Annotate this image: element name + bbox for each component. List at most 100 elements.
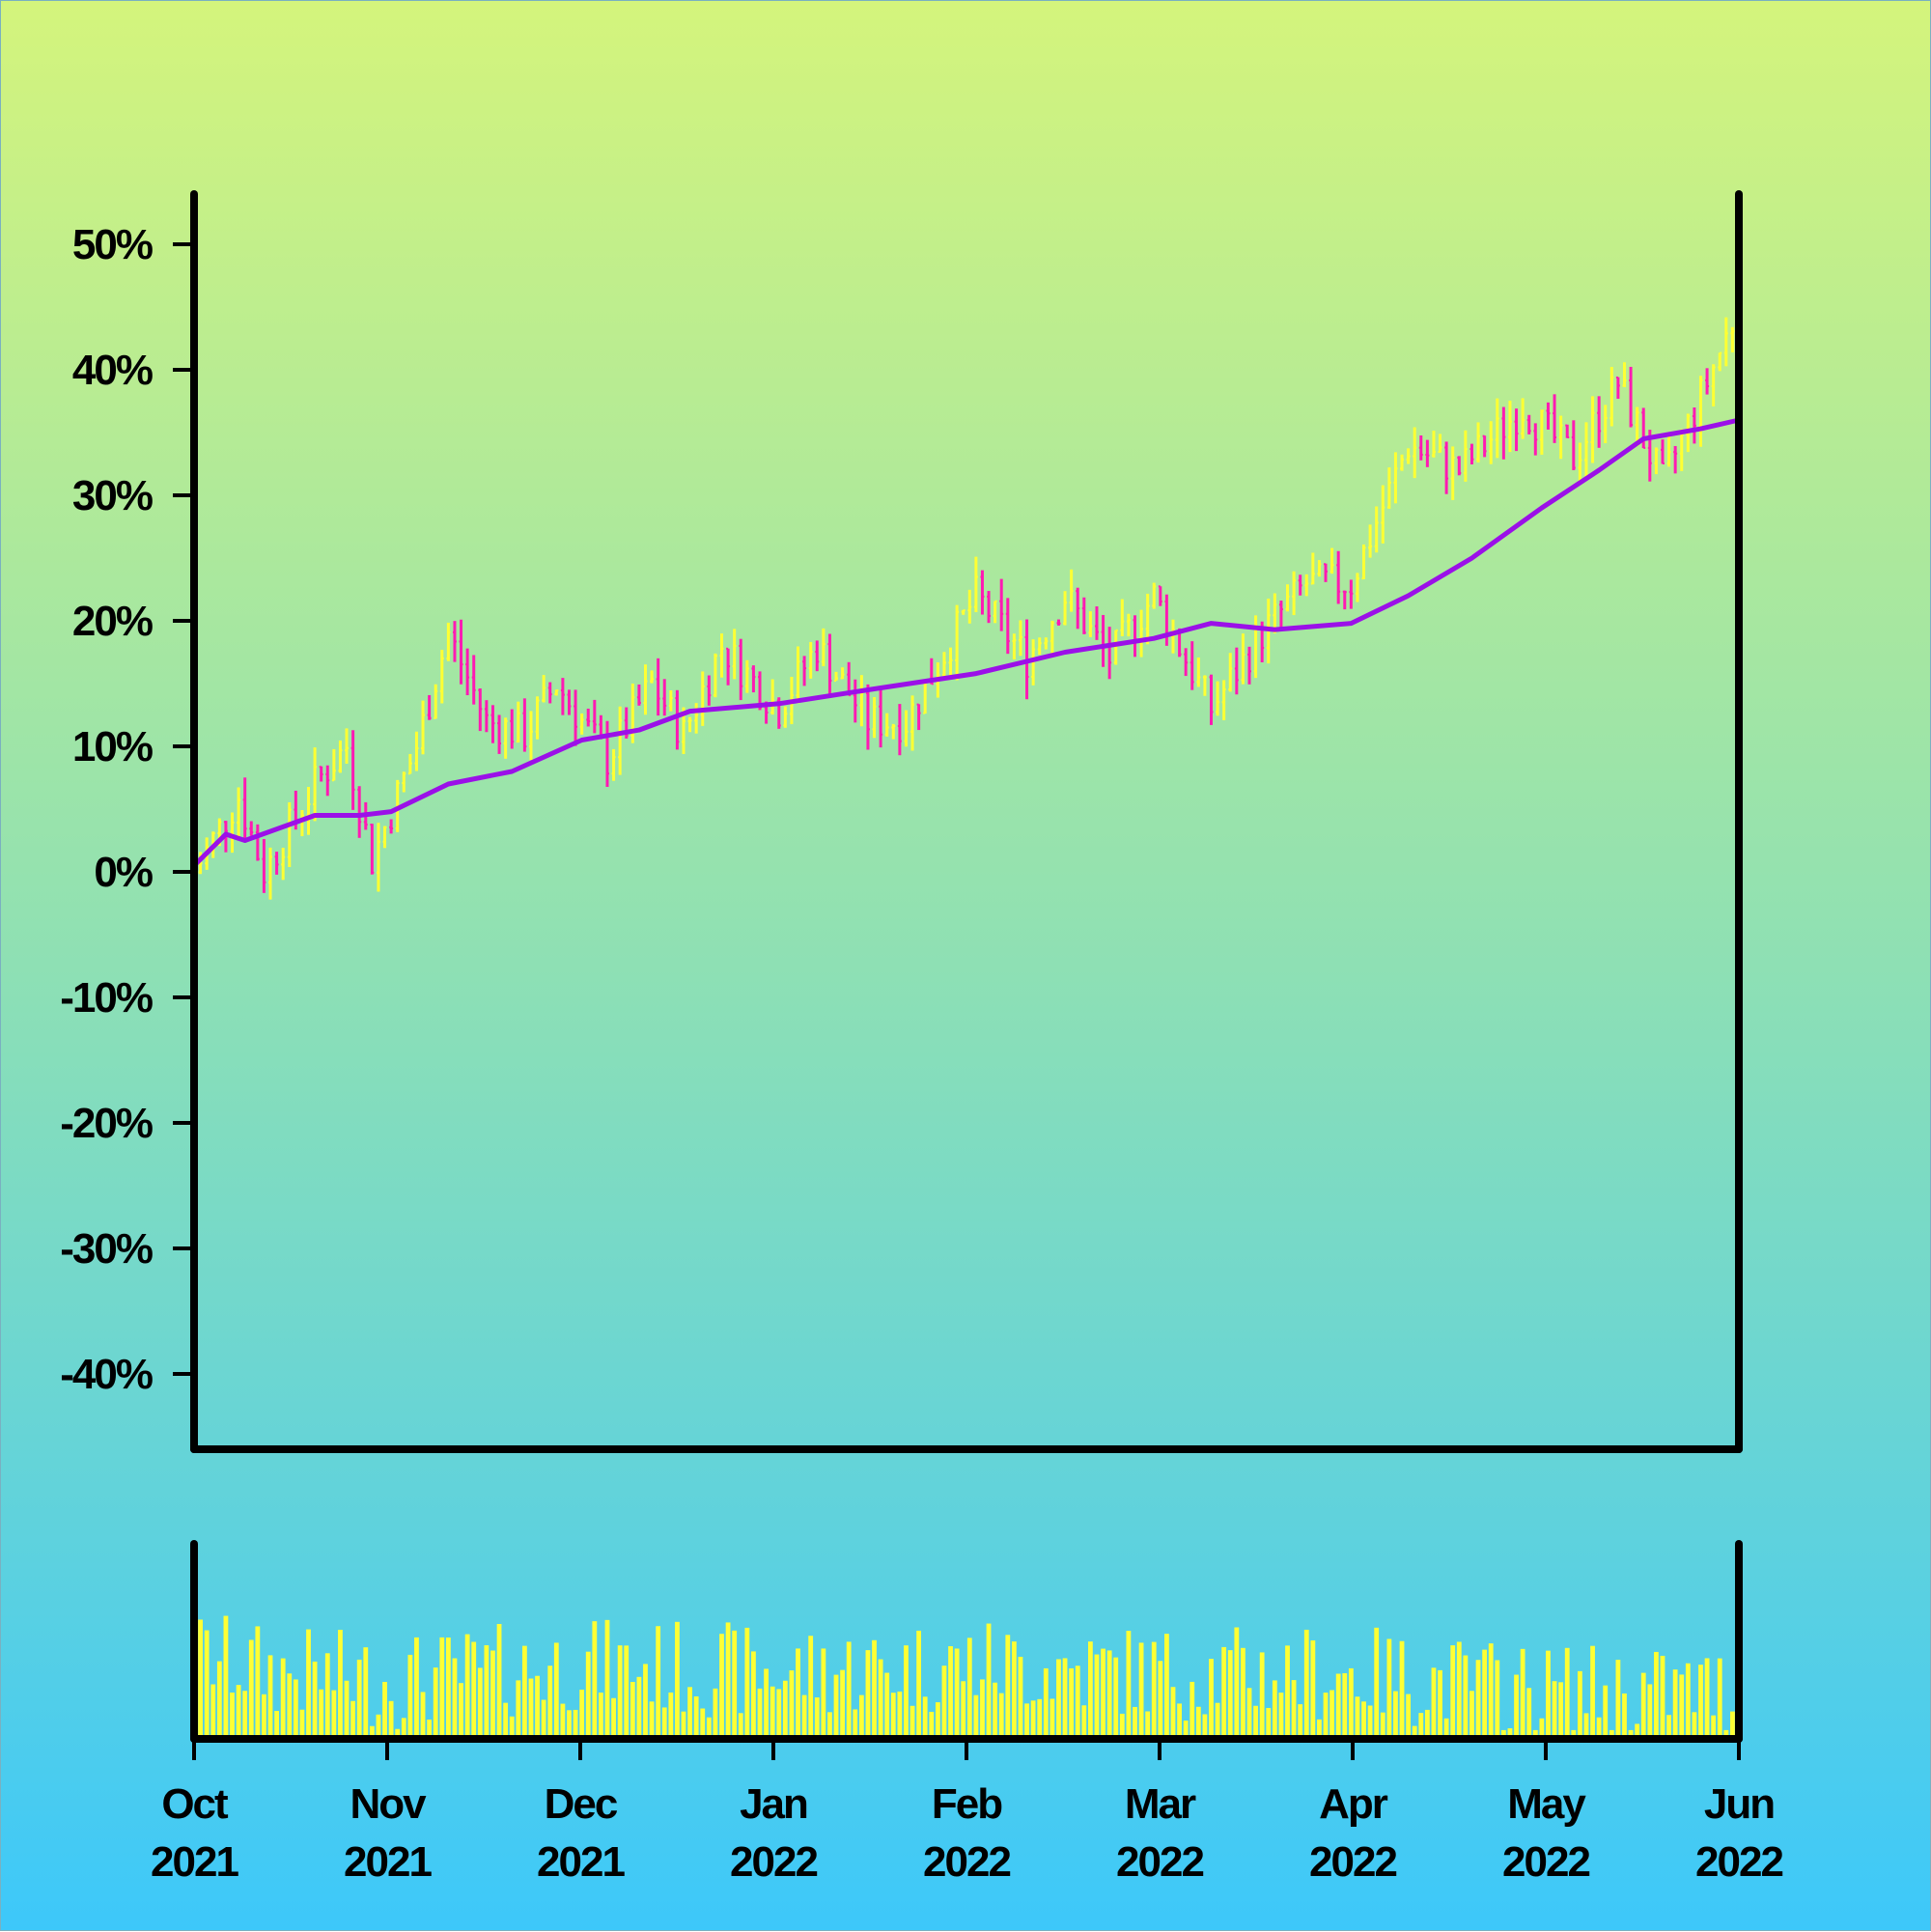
moving-average-line	[191, 417, 1742, 868]
volume-bar	[1170, 1687, 1176, 1739]
ohlc-bar-down	[478, 688, 483, 732]
volume-bar	[1730, 1711, 1735, 1739]
volume-bar	[1266, 1707, 1272, 1739]
volume-bar	[452, 1658, 458, 1739]
volume-bar	[782, 1680, 788, 1739]
volume-bar	[1711, 1715, 1717, 1739]
ohlc-bar-up	[1622, 362, 1627, 387]
ohlc-bar-down	[1076, 587, 1080, 630]
ohlc-bar-up	[732, 629, 737, 680]
ohlc-bar-up	[446, 622, 451, 661]
volume-bar	[604, 1619, 610, 1739]
volume-bar	[1151, 1641, 1157, 1739]
x-tick-label-year: 2022	[1116, 1838, 1203, 1886]
volume-bar	[382, 1682, 387, 1739]
volume-bar	[464, 1634, 470, 1739]
ohlc-bar-up	[1202, 675, 1207, 696]
ohlc-bar-up	[434, 684, 438, 719]
ohlc-bar-up	[230, 812, 235, 854]
volume-bar	[293, 1679, 298, 1739]
ohlc-bar-up	[713, 653, 717, 698]
ohlc-bar-up	[796, 646, 800, 704]
volume-bar	[1679, 1674, 1685, 1739]
volume-bar	[910, 1705, 915, 1739]
ohlc-bar-down	[1234, 647, 1239, 695]
volume-bar	[1660, 1655, 1665, 1739]
volume-bar	[1526, 1688, 1532, 1739]
ohlc-bar-down	[1418, 435, 1423, 461]
ohlc-bar-up	[1558, 415, 1563, 460]
ohlc-bar-up	[1711, 364, 1716, 406]
x-tick-label-year: 2021	[344, 1838, 432, 1886]
volume-bar	[1558, 1682, 1564, 1739]
volume-bar	[1500, 1729, 1506, 1739]
ohlc-bar-down	[1469, 443, 1474, 464]
volume-bar	[1361, 1701, 1366, 1739]
volume-bar	[719, 1634, 724, 1739]
ohlc-bar-up	[1044, 637, 1049, 650]
volume-bar	[693, 1695, 699, 1739]
ohlc-bar-up	[1253, 615, 1258, 679]
volume-bar	[1069, 1667, 1075, 1739]
volume-bar	[1234, 1627, 1240, 1739]
ohlc-bar-down	[484, 700, 489, 733]
volume-bar	[661, 1707, 667, 1739]
volume-bar	[814, 1697, 820, 1739]
volume-bar	[324, 1653, 330, 1739]
volume-bar	[948, 1646, 953, 1739]
volume-bar	[477, 1667, 483, 1739]
ohlc-bar-down	[879, 688, 883, 748]
volume-bar	[1469, 1691, 1474, 1739]
volume-bar	[858, 1694, 864, 1739]
ohlc-bar-up	[955, 604, 960, 681]
ohlc-bar-down	[847, 661, 852, 697]
ohlc-bar-up	[1037, 637, 1042, 656]
volume-bar	[1628, 1729, 1634, 1739]
x-tick-label-month: Mar	[1125, 1780, 1196, 1828]
ohlc-bar-down	[739, 638, 743, 701]
y-tick-label: 0%	[94, 849, 152, 896]
ohlc-bar-up	[1635, 406, 1639, 447]
ohlc-bar-up	[668, 689, 673, 712]
volume-bar	[966, 1638, 972, 1739]
ohlc-bar-down	[1101, 614, 1105, 667]
ohlc-bar-up	[1730, 326, 1735, 352]
ohlc-bar-up	[1463, 430, 1468, 482]
volume-bar	[198, 1619, 203, 1739]
volume-bar	[833, 1674, 839, 1739]
ohlc-bar-down	[1209, 674, 1214, 725]
ohlc-bar-up	[1723, 317, 1728, 367]
ohlc-bar-up	[1012, 633, 1017, 660]
ohlc-bar-up	[1139, 609, 1144, 658]
ohlc-bar-up	[402, 771, 406, 793]
ohlc-bar-down	[916, 703, 921, 731]
volume-bar	[1303, 1629, 1309, 1739]
ohlc-bar-down	[319, 766, 323, 782]
ohlc-bar-up	[1329, 547, 1334, 574]
volume-bar	[1133, 1706, 1137, 1739]
volume-bar	[299, 1709, 305, 1739]
ohlc-bar-up	[770, 679, 775, 715]
ohlc-bar-down	[1164, 594, 1169, 646]
ohlc-bar-up	[1228, 653, 1233, 692]
volume-bar	[1119, 1713, 1125, 1739]
volume-bar	[598, 1693, 603, 1739]
volume-bar	[1615, 1660, 1621, 1739]
x-tick-label-month: Feb	[932, 1780, 1002, 1828]
volume-bar	[579, 1690, 585, 1739]
ohlc-bar-up	[872, 697, 877, 739]
volume-bar	[1635, 1723, 1640, 1739]
ohlc-bar-up	[821, 628, 826, 667]
ohlc-bar-down	[586, 708, 591, 727]
ohlc-bar-up	[1368, 524, 1373, 558]
volume-bar	[1348, 1667, 1354, 1739]
ohlc-bar-up	[1273, 593, 1277, 633]
volume-bar	[840, 1669, 846, 1739]
ohlc-bar-down	[1184, 648, 1189, 677]
ohlc-bar-up	[643, 664, 648, 715]
volume-bar	[1685, 1663, 1691, 1739]
volume-bar	[363, 1647, 369, 1739]
volume-bar	[941, 1666, 947, 1739]
volume-bar	[1424, 1709, 1430, 1739]
volume-bar	[1386, 1638, 1392, 1739]
